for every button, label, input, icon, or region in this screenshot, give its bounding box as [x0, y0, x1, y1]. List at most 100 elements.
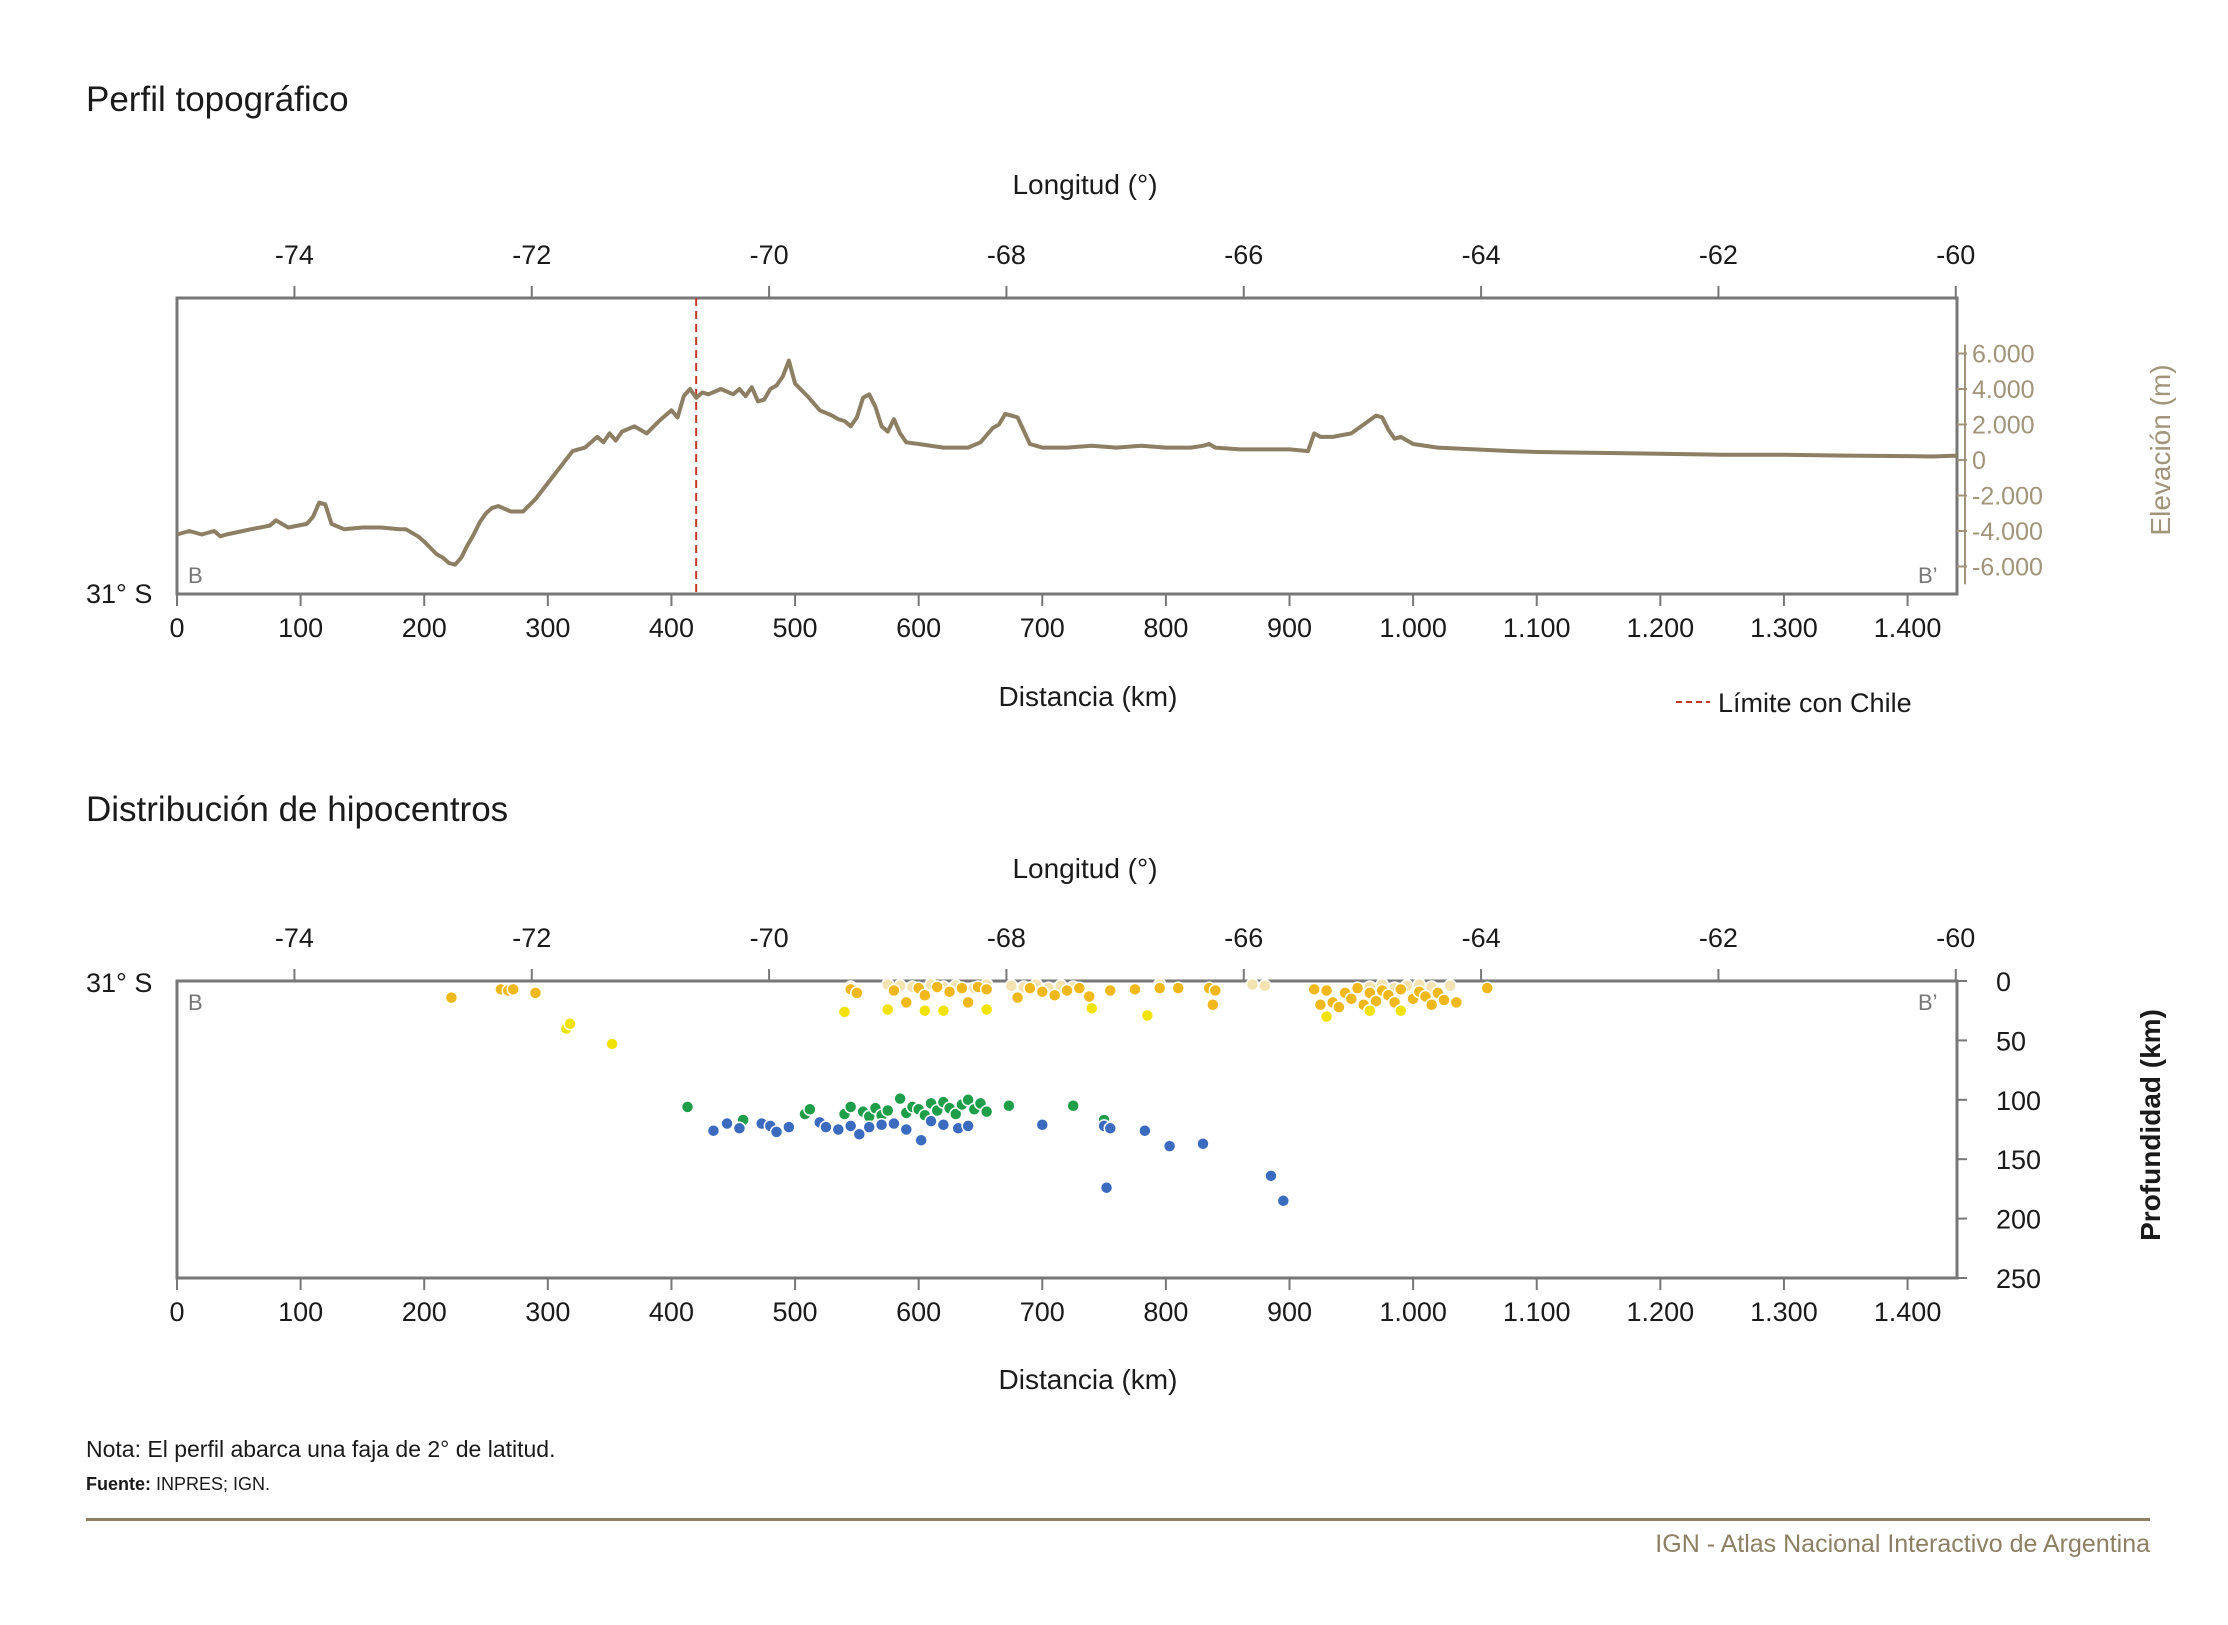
hypocenter-point [862, 1120, 876, 1134]
topo-x-tick-label: 800 [1143, 613, 1188, 643]
hypocenter-point [979, 982, 994, 997]
topo-x-tick-label: 1.200 [1627, 613, 1695, 643]
hypocenter-point [1196, 1137, 1210, 1151]
hypocenter-point [955, 981, 969, 995]
hypocenter-point [1443, 979, 1457, 993]
hypocenter-point [1394, 982, 1408, 997]
hypo-x-tick-label: 1.100 [1503, 1297, 1571, 1327]
hypocenter-point [1035, 1117, 1050, 1132]
hypo-right-axis-title: Profundidad (km) [2135, 1009, 2166, 1241]
hypocenter-point [1363, 1003, 1377, 1018]
hypocenter-point [605, 1037, 619, 1051]
topo-y-tick-label: -2.000 [1972, 483, 2043, 511]
hypo-x-tick-label: 500 [773, 1297, 818, 1327]
hypo-lat-label: 31° S [86, 968, 152, 998]
hypo-x-tick-label: 900 [1267, 1297, 1312, 1327]
hypocenter-point [1258, 979, 1272, 993]
hypocenter-point [893, 1091, 907, 1106]
hypocenter-point [936, 1117, 951, 1132]
hypocenter-point [1082, 989, 1096, 1004]
hypocenter-point [1023, 981, 1037, 995]
hypo-x-tick-label: 700 [1020, 1297, 1065, 1327]
note-text: Nota: El perfil abarca una faja de 2° de… [86, 1436, 556, 1462]
hypocenter-point [1084, 1001, 1099, 1016]
hypocenter-point [914, 1133, 928, 1147]
topo-top-tick-label: -64 [1462, 240, 1501, 270]
hypo-x-tick-label: 800 [1143, 1297, 1188, 1327]
hypocenter-point [1103, 983, 1118, 998]
hypo-y-tick-label: 200 [1996, 1205, 2041, 1235]
hypo-y-tick-label: 150 [1996, 1145, 2041, 1175]
elevation-profile-line [176, 358, 1958, 567]
hypocenter-point [961, 1119, 975, 1133]
hypocenter-point [961, 995, 975, 1010]
topo-top-tick-label: -66 [1224, 240, 1263, 270]
hypocenter-point [843, 1100, 858, 1114]
hypocenter-point [899, 1122, 914, 1137]
hypo-top-tick-label: -60 [1936, 923, 1975, 953]
topo-y-tick-label: 6.000 [1972, 341, 2035, 369]
hypocenter-point [1307, 982, 1321, 997]
hypocenter-point [1128, 982, 1142, 997]
hypo-section-title: Distribución de hipocentros [86, 790, 509, 829]
hypo-top-tick-label: -74 [275, 923, 314, 953]
hypocenter-point [899, 995, 914, 1010]
hypo-top-tick-label: -62 [1699, 923, 1738, 953]
hypo-chart: Longitud (°) Distancia (km) Profundidad … [86, 853, 2166, 1395]
hypo-plot-frame [175, 979, 1959, 1280]
topo-top-tick-label: -74 [275, 240, 314, 270]
topo-y-tick-label: 2.000 [1972, 412, 2035, 440]
topo-x-tick-label: 500 [773, 613, 818, 643]
topo-corner-b: B [188, 563, 203, 588]
hypo-x-tick-label: 200 [402, 1297, 447, 1327]
topo-x-tick-label: 600 [896, 613, 941, 643]
hypo-top-tick-label: -64 [1462, 923, 1501, 953]
hypocenter-point [1319, 983, 1334, 998]
hypo-y-tick-label: 50 [1996, 1026, 2026, 1056]
topo-x-tick-label: 100 [278, 613, 323, 643]
hypocenter-point [1437, 993, 1451, 1007]
hypo-top-tick-label: -66 [1224, 923, 1263, 953]
hypocenter-point [918, 1003, 932, 1018]
topo-top-axis-title: Longitud (°) [1012, 169, 1157, 200]
topo-y-tick-label: -6.000 [1972, 554, 2043, 582]
hypo-x-tick-label: 600 [896, 1297, 941, 1327]
topo-x-tick-label: 700 [1020, 613, 1065, 643]
hypocenter-point [1140, 1008, 1155, 1023]
hypocenter-point [887, 1116, 901, 1131]
hypocenter-point [1350, 981, 1365, 995]
topo-x-tick-label: 400 [649, 613, 694, 643]
hypocenter-point [1344, 992, 1359, 1006]
topo-x-tick-label: 200 [402, 613, 447, 643]
hypo-x-tick-label: 1.300 [1750, 1297, 1818, 1327]
hypocenter-point [961, 1093, 975, 1107]
topo-x-tick-label: 1.100 [1503, 613, 1571, 643]
hypo-top-tick-label: -68 [987, 923, 1026, 953]
hypocenter-point [936, 1003, 951, 1018]
hypo-x-tick-label: 1.000 [1379, 1297, 1447, 1327]
topo-top-tick-label: -60 [1936, 240, 1975, 270]
hypocenter-point [1206, 998, 1220, 1012]
hypocenter-point [1369, 994, 1383, 1008]
hypocenter-point [528, 986, 543, 1000]
hypocenter-point [949, 1107, 963, 1121]
hypocenter-point [930, 980, 944, 994]
source-text: INPRES; IGN. [151, 1474, 271, 1494]
hypocenter-point [1103, 1121, 1118, 1136]
hypo-corner-b-prime: B’ [1918, 990, 1938, 1015]
hypocenter-point [1099, 1180, 1114, 1195]
hypocenter-point [881, 1103, 895, 1118]
hypocenter-point [924, 1114, 938, 1128]
hypocenter-point [887, 983, 901, 998]
topo-x-tick-label: 1.300 [1750, 613, 1818, 643]
hypocenter-point [1072, 981, 1087, 995]
hypocenter-point [1319, 1009, 1334, 1024]
topo-y-tick-label: -4.000 [1972, 518, 2043, 546]
hypocenter-point [1138, 1123, 1152, 1138]
hypo-y-tick-label: 250 [1996, 1264, 2041, 1294]
hypocenter-point [1004, 979, 1019, 993]
hypocenter-point [803, 1102, 817, 1117]
hypo-top-tick-label: -72 [512, 923, 551, 953]
hypocenter-point [874, 1117, 889, 1132]
hypocenter-point [706, 1123, 721, 1138]
